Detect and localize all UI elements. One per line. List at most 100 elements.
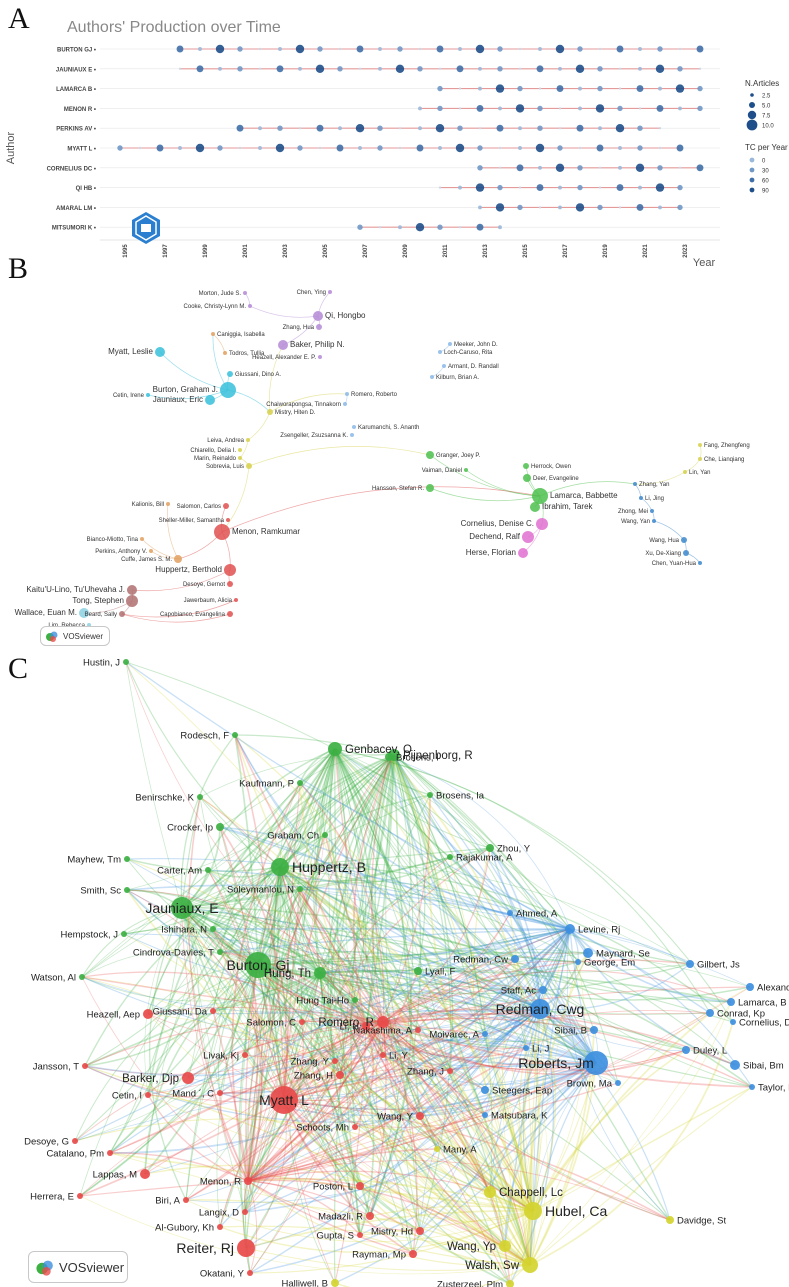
article-point bbox=[518, 67, 522, 71]
network-node-label: Davidge, St bbox=[677, 1215, 726, 1226]
network-node bbox=[650, 509, 654, 513]
network-edge bbox=[301, 1021, 531, 1266]
network-edge bbox=[382, 960, 579, 1023]
article-point bbox=[517, 204, 523, 211]
x-tick-label: 2009 bbox=[403, 244, 409, 258]
authors-production-chart: Authors' Production over Time Author Yea… bbox=[5, 19, 788, 269]
network-edge bbox=[244, 754, 395, 1274]
network-edge bbox=[339, 1021, 384, 1076]
network-edge bbox=[247, 1008, 541, 1182]
network-edge bbox=[181, 907, 249, 1182]
network-edge bbox=[417, 970, 597, 1064]
network-edge bbox=[247, 972, 321, 1182]
network-edge bbox=[247, 834, 326, 1182]
network-edge bbox=[382, 1021, 421, 1117]
network-node bbox=[682, 1046, 690, 1054]
network-edge bbox=[247, 1062, 597, 1182]
network-node-label: Mistry, Hiten D. bbox=[275, 410, 316, 416]
network-edge bbox=[231, 782, 301, 1182]
article-point bbox=[298, 127, 302, 130]
network-node-label: Fang, Zhengfeng bbox=[704, 443, 750, 449]
network-edge bbox=[257, 951, 589, 966]
network-node-label: Lappas, M bbox=[93, 1169, 137, 1180]
article-point bbox=[638, 185, 642, 190]
network-node bbox=[166, 502, 170, 506]
network-edge bbox=[382, 1021, 753, 1088]
network-node bbox=[683, 550, 689, 556]
article-point bbox=[678, 47, 682, 51]
network-edge bbox=[449, 856, 534, 1212]
article-point bbox=[558, 185, 562, 190]
network-node-label: Wang, Y bbox=[377, 1111, 414, 1122]
network-edge bbox=[315, 748, 336, 1062]
network-edge bbox=[125, 661, 281, 868]
network-edge bbox=[417, 928, 571, 1031]
network-edge bbox=[542, 928, 571, 991]
network-edge bbox=[393, 754, 426, 972]
network-edge bbox=[79, 1099, 285, 1197]
network-node bbox=[380, 1052, 386, 1058]
network-edge bbox=[319, 972, 356, 1128]
article-point bbox=[655, 183, 665, 192]
network-node-label: Chiarello, Delia I. bbox=[190, 448, 236, 454]
network-node-label: Pijnenborg, R bbox=[403, 750, 473, 762]
network-node bbox=[447, 854, 453, 860]
network-edge bbox=[334, 748, 527, 1049]
network-edge bbox=[257, 964, 367, 1027]
legend-tc-label: 30 bbox=[762, 169, 769, 175]
network-edge bbox=[109, 972, 321, 1154]
network-edge bbox=[126, 858, 534, 1212]
network-edge bbox=[147, 754, 395, 1015]
network-node-label: Loch-Caruso, Rita bbox=[444, 350, 493, 356]
network-edge bbox=[257, 964, 336, 1062]
network-node-label: Qi, Hongbo bbox=[325, 311, 366, 320]
legend-tc-title: TC per Year bbox=[745, 143, 788, 152]
network-edge bbox=[219, 928, 571, 1094]
article-point bbox=[558, 127, 562, 130]
legend-tc-dot bbox=[749, 167, 755, 173]
network-node-label: Lin, Yan bbox=[689, 470, 710, 476]
network-node-label: Cetin, I bbox=[112, 1090, 142, 1101]
network-edge bbox=[334, 748, 375, 1027]
network-edge bbox=[244, 866, 281, 1213]
network-edge bbox=[126, 754, 395, 891]
article-point bbox=[498, 225, 502, 230]
network-edge bbox=[147, 964, 259, 1015]
article-point bbox=[615, 124, 625, 133]
network-node bbox=[243, 291, 247, 295]
network-node-label: Li, H bbox=[339, 1021, 359, 1032]
network-node-label: Desoye, G bbox=[24, 1136, 69, 1147]
network-node-label: Crocker, Ip bbox=[167, 822, 213, 833]
network-node-label: Cetin, Irene bbox=[113, 393, 145, 399]
network-node-label: Herse, Florian bbox=[466, 548, 516, 557]
network-edge bbox=[212, 1010, 534, 1212]
network-edge bbox=[419, 928, 571, 1232]
network-edge bbox=[279, 866, 361, 1236]
article-point bbox=[415, 223, 425, 232]
network-edge bbox=[328, 748, 356, 1128]
network-node bbox=[430, 375, 434, 379]
network-edge bbox=[109, 1152, 531, 1266]
network-edge bbox=[279, 863, 691, 965]
network-edge bbox=[245, 928, 571, 1249]
article-point bbox=[498, 166, 502, 169]
network-edge bbox=[126, 889, 531, 1266]
article-point bbox=[517, 85, 523, 92]
network-edge bbox=[382, 1021, 506, 1247]
network-edge bbox=[359, 1210, 534, 1236]
article-point bbox=[555, 163, 565, 172]
y-axis-label: Author bbox=[5, 131, 17, 164]
network-edge bbox=[257, 754, 395, 966]
network-edge bbox=[147, 1013, 531, 1266]
network-edge bbox=[212, 866, 281, 930]
article-point bbox=[676, 144, 684, 152]
article-point bbox=[398, 127, 402, 130]
network-edge bbox=[382, 754, 412, 1023]
network-edge bbox=[283, 1008, 541, 1101]
network-node bbox=[107, 1150, 113, 1156]
network-edge bbox=[283, 972, 323, 1101]
network-edge bbox=[301, 1008, 541, 1031]
network-node-label: Brosens, Ia bbox=[436, 790, 485, 801]
network-edge bbox=[234, 734, 384, 1023]
network-edge bbox=[334, 748, 534, 1212]
